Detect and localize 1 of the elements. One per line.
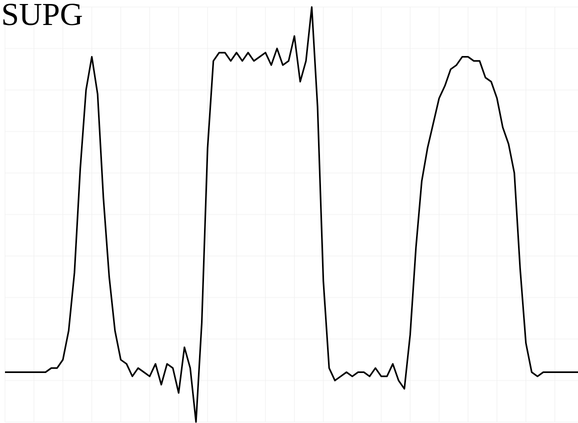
chart-title: SUPG	[3, 4, 82, 26]
